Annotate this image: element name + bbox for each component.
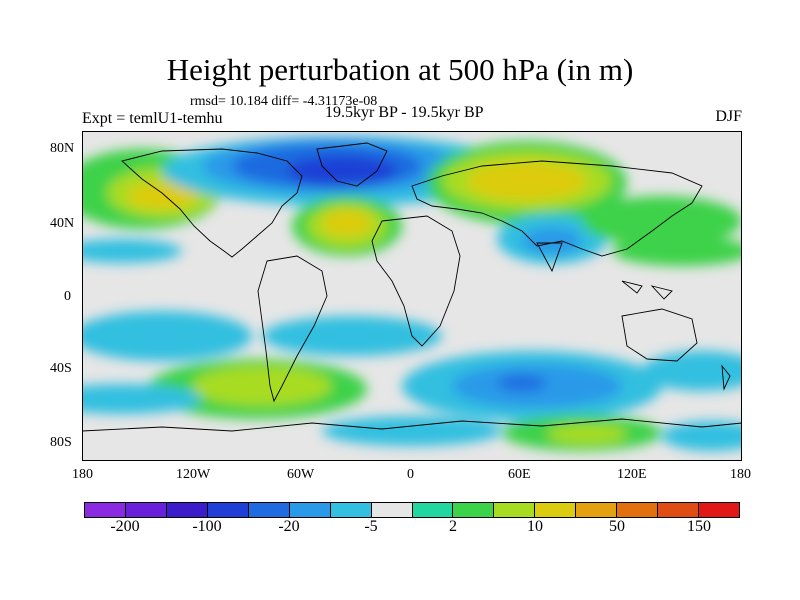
- lon-label-0: 0: [407, 467, 414, 482]
- colorbar-swatch-4: [248, 503, 290, 517]
- colorbar-label--20: -20: [278, 518, 300, 535]
- lon-label-180e: 180: [730, 467, 751, 482]
- colorbar-label-2: 2: [449, 518, 457, 535]
- lat-label-80n: 80N: [50, 141, 75, 156]
- colorbar-swatch-0: [85, 503, 126, 517]
- colorbar-swatch-14: [658, 503, 700, 517]
- lon-label-60w: 60W: [287, 467, 315, 482]
- contour-fields: [82, 136, 742, 451]
- colorbar-swatch-13: [617, 503, 659, 517]
- colorbar-swatch-10: [494, 503, 536, 517]
- experiment-label: Expt = temlU1-temhu: [82, 110, 223, 127]
- lat-label-40n: 40N: [50, 216, 75, 231]
- lon-label-120e: 120E: [617, 467, 647, 482]
- colorbar-label-10: 10: [527, 518, 543, 535]
- colorbar-swatch-5: [289, 503, 331, 517]
- colorbar-swatch-9: [453, 503, 495, 517]
- colorbar-label--100: -100: [192, 518, 222, 535]
- colorbar-label--5: -5: [364, 518, 378, 535]
- lon-label-120w: 120W: [176, 467, 211, 482]
- colorbar-swatch-6: [330, 503, 372, 517]
- lat-label-80s: 80S: [50, 435, 72, 450]
- chart-title: Height perturbation at 500 hPa (in m): [166, 52, 634, 87]
- map-plot-area: [82, 131, 742, 461]
- lon-label-60e: 60E: [508, 467, 531, 482]
- colorbar-swatch-2: [166, 503, 208, 517]
- colorbar-swatch-7: [371, 503, 413, 517]
- colorbar-label-50: 50: [609, 518, 625, 535]
- colorbar-label-150: 150: [687, 518, 711, 535]
- period-label: 19.5kyr BP - 19.5kyr BP: [325, 104, 484, 121]
- colorbar-swatch-8: [412, 503, 454, 517]
- colorbar-label--200: -200: [110, 518, 140, 535]
- colorbar-swatch-12: [576, 503, 618, 517]
- coastlines: [82, 142, 742, 432]
- stats-text: rmsd= 10.184 diff= -4.31173e-08: [190, 94, 378, 109]
- colorbar-swatch-15: [699, 503, 739, 517]
- lon-label-180w: 180: [72, 467, 93, 482]
- colorbar: [84, 502, 740, 518]
- season-label: DJF: [715, 108, 742, 125]
- colorbar-swatch-1: [125, 503, 167, 517]
- lat-label-0: 0: [64, 289, 71, 304]
- lat-label-40s: 40S: [50, 361, 72, 376]
- colorbar-swatch-11: [535, 503, 577, 517]
- colorbar-swatch-3: [207, 503, 249, 517]
- map-frame: [82, 131, 742, 461]
